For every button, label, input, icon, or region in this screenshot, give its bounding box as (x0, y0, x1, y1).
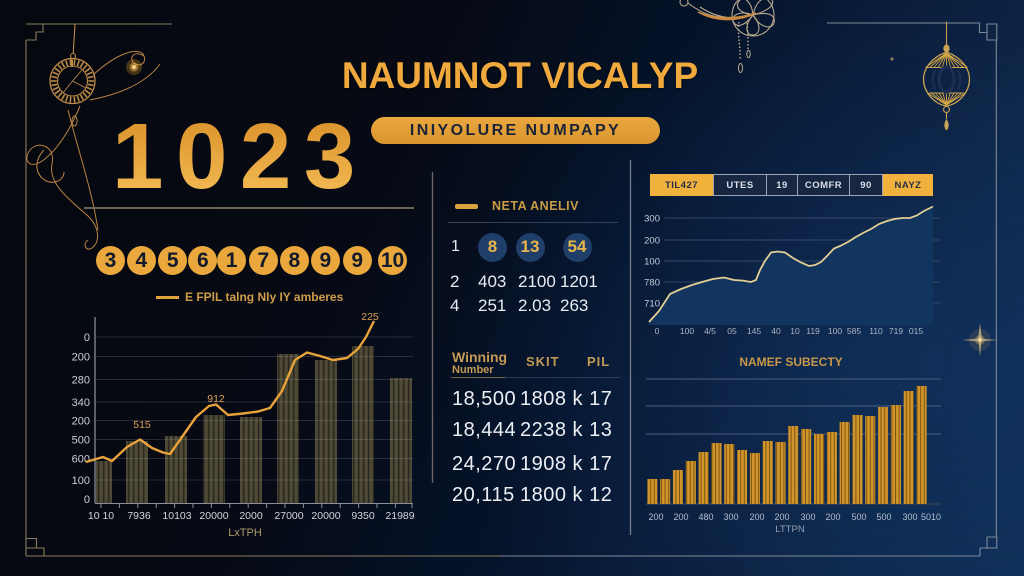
svg-text:200: 200 (825, 512, 840, 522)
svg-text:780: 780 (644, 278, 660, 289)
svg-text:7936: 7936 (127, 510, 151, 522)
svg-text:200: 200 (644, 236, 660, 247)
svg-text:0: 0 (655, 326, 660, 336)
svg-text:585: 585 (847, 326, 861, 336)
svg-text:225: 225 (361, 311, 379, 323)
svg-text:300: 300 (723, 512, 738, 522)
svg-text:110: 110 (869, 326, 883, 336)
svg-text:719: 719 (889, 326, 903, 336)
svg-text:20000: 20000 (311, 510, 340, 522)
svg-text:300: 300 (800, 512, 815, 522)
svg-text:LTTPN: LTTPN (775, 524, 805, 535)
svg-text:10: 10 (790, 326, 800, 336)
svg-text:500: 500 (876, 512, 891, 522)
svg-text:100: 100 (72, 475, 90, 487)
svg-text:200: 200 (648, 512, 663, 522)
svg-text:300: 300 (902, 512, 917, 522)
svg-text:515: 515 (133, 419, 151, 431)
svg-text:200: 200 (72, 416, 90, 428)
svg-text:21989: 21989 (385, 510, 414, 522)
svg-text:27000: 27000 (274, 510, 303, 522)
svg-text:340: 340 (72, 397, 90, 409)
svg-text:200: 200 (673, 512, 688, 522)
svg-text:0: 0 (84, 494, 90, 506)
svg-text:710: 710 (644, 299, 660, 310)
svg-text:2000: 2000 (239, 510, 263, 522)
svg-text:20000: 20000 (199, 510, 228, 522)
svg-text:9350: 9350 (351, 510, 375, 522)
svg-text:10103: 10103 (162, 510, 191, 522)
svg-text:119: 119 (806, 326, 820, 336)
svg-text:4/5: 4/5 (704, 326, 716, 336)
svg-text:40: 40 (771, 326, 781, 336)
svg-text:280: 280 (72, 375, 90, 387)
svg-text:912: 912 (207, 393, 225, 405)
svg-text:100: 100 (680, 326, 694, 336)
svg-text:200: 200 (72, 352, 90, 364)
svg-text:0: 0 (84, 332, 90, 344)
svg-text:200: 200 (774, 512, 789, 522)
svg-text:480: 480 (698, 512, 713, 522)
svg-text:145: 145 (747, 326, 761, 336)
svg-text:05: 05 (727, 326, 737, 336)
svg-text:200: 200 (749, 512, 764, 522)
svg-text:100: 100 (644, 257, 660, 268)
svg-text:100: 100 (828, 326, 842, 336)
svg-text:10 10: 10 10 (88, 510, 114, 522)
svg-text:5010: 5010 (921, 512, 941, 522)
svg-text:015: 015 (909, 326, 923, 336)
svg-text:300: 300 (644, 214, 660, 225)
svg-text:LxTPH: LxTPH (228, 527, 262, 539)
svg-text:500: 500 (72, 435, 90, 447)
svg-text:500: 500 (851, 512, 866, 522)
svg-text:600: 600 (72, 454, 90, 466)
